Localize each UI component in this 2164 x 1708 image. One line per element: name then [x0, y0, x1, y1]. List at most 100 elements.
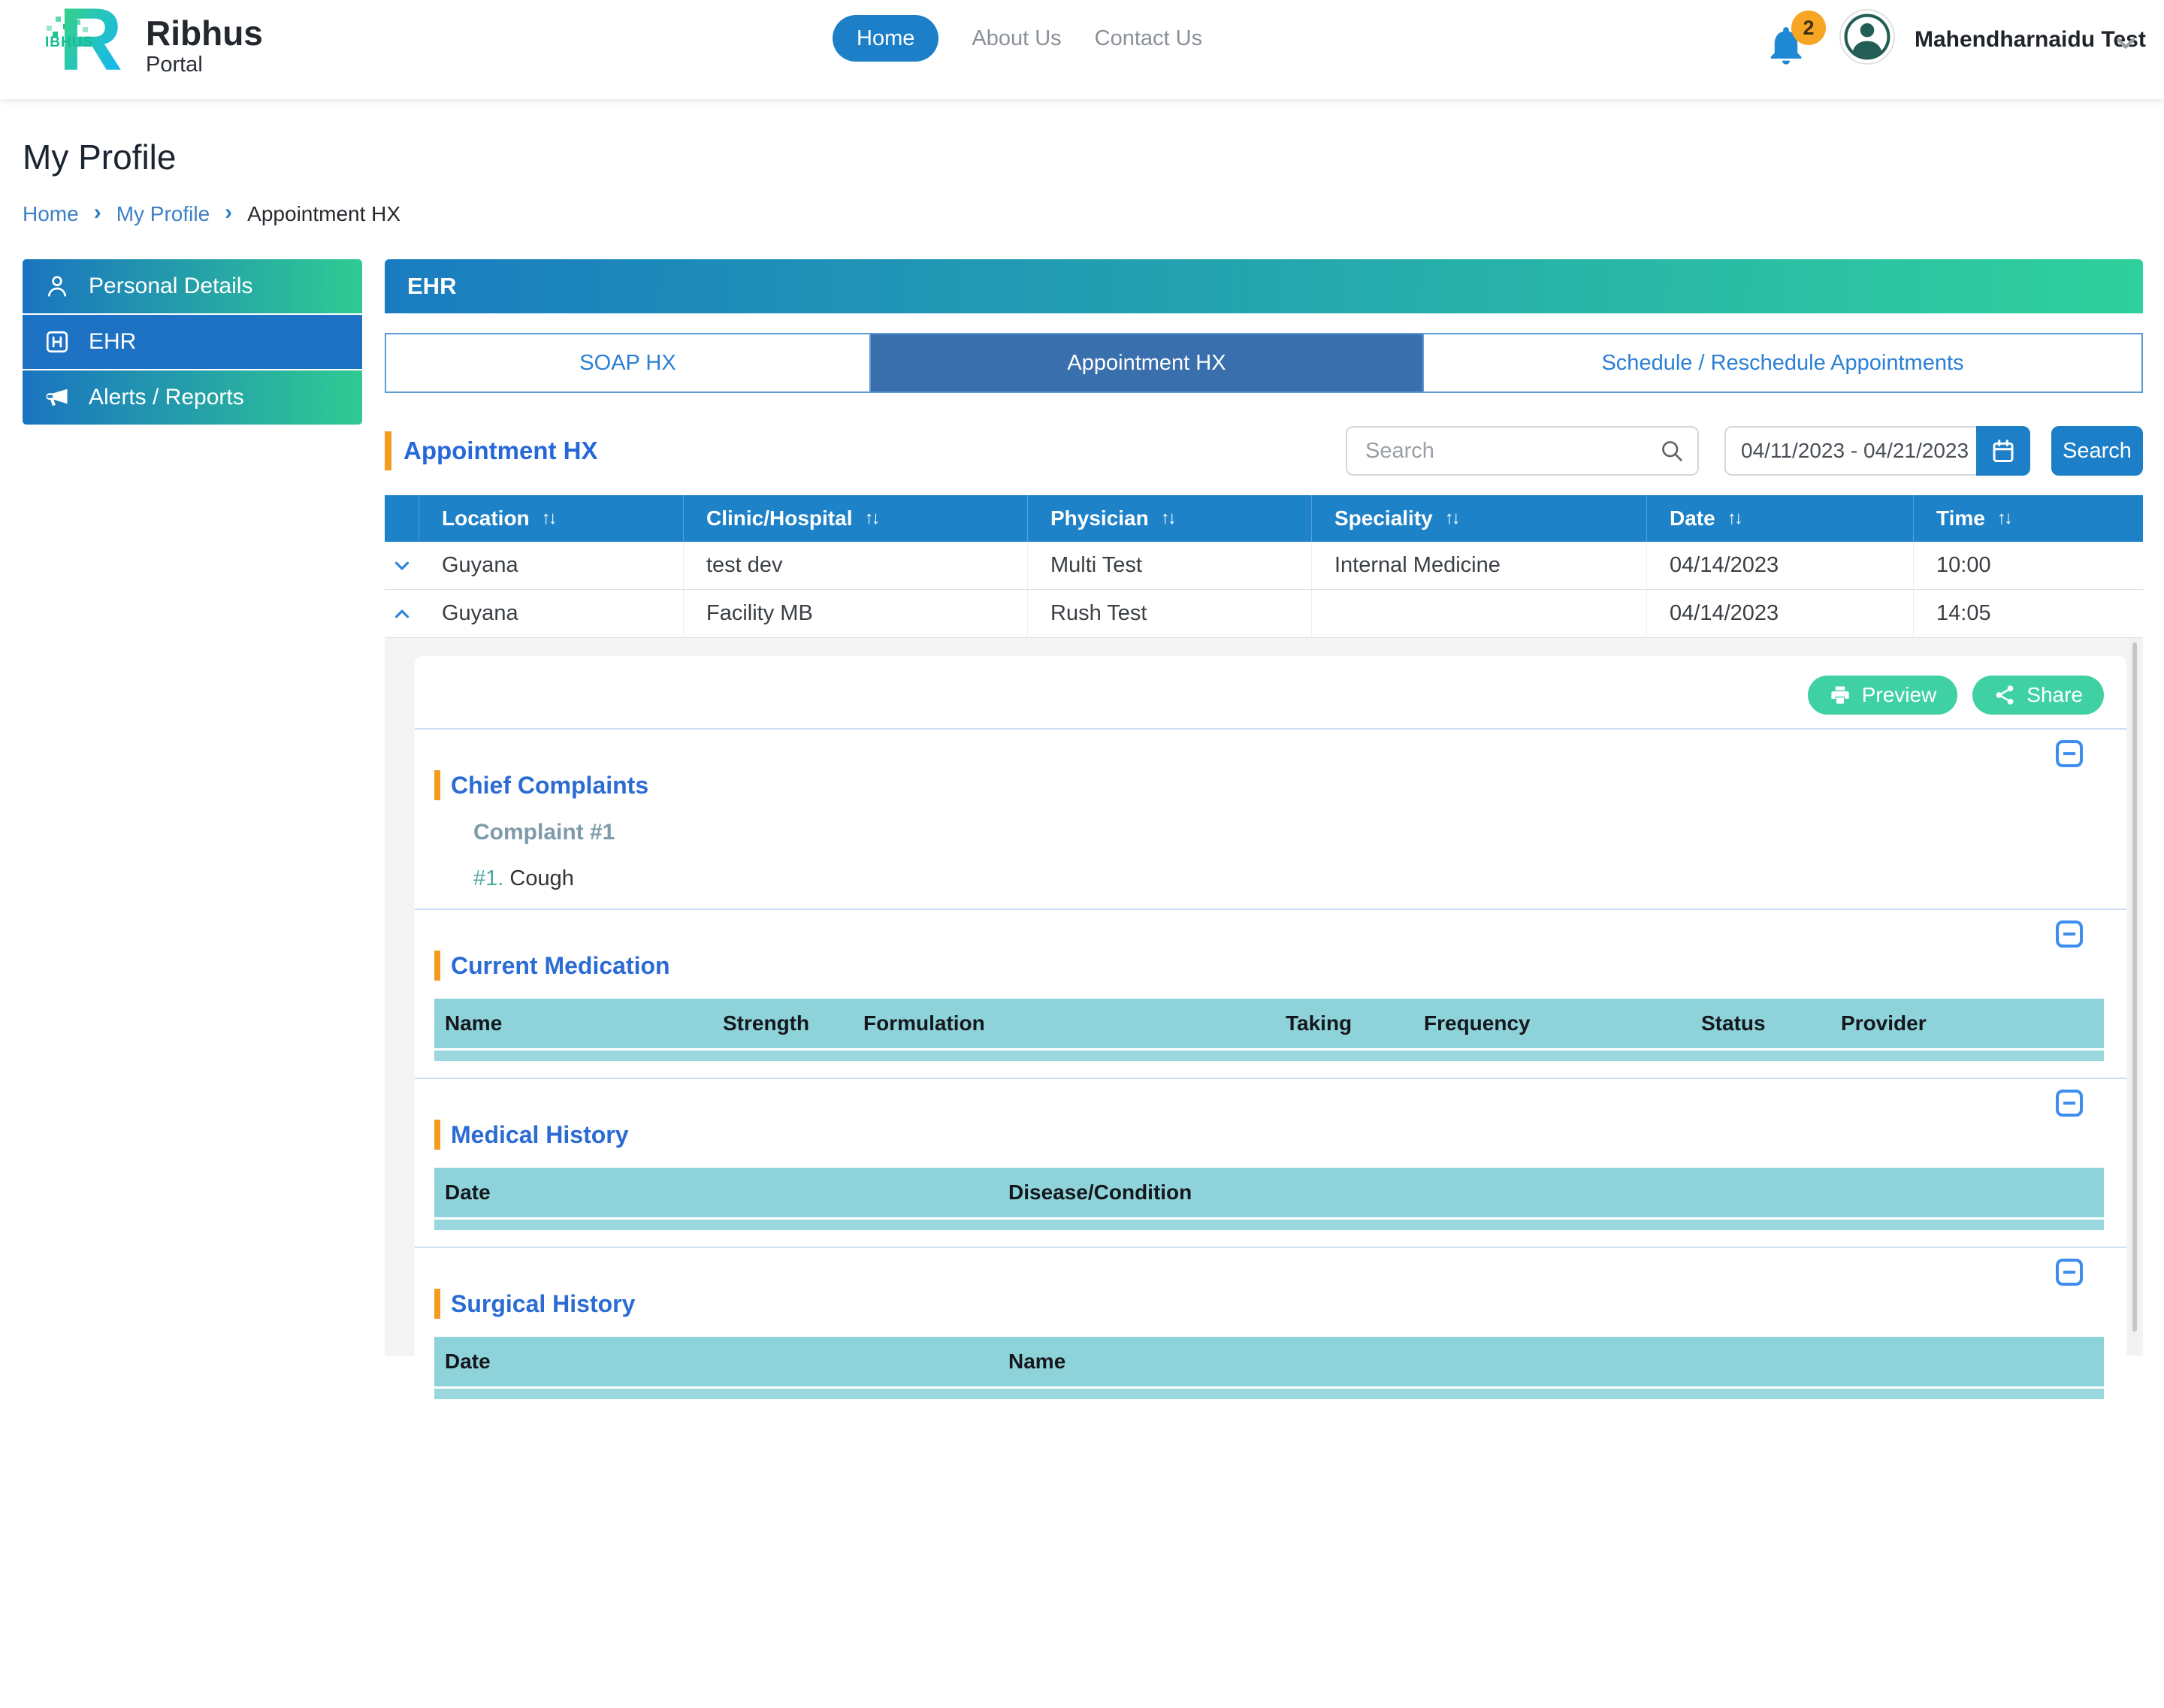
chevron-down-icon[interactable] — [2113, 30, 2138, 56]
col-date: Date — [434, 1180, 998, 1205]
table-row: Guyana test dev Multi Test Internal Medi… — [385, 542, 2143, 590]
surgical-history-table-header: Date Name — [434, 1337, 2104, 1386]
appointments-table-header: Location ↑↓ Clinic/Hospital ↑↓ Physician… — [385, 495, 2143, 542]
scrollbar-thumb[interactable] — [2132, 642, 2137, 1332]
nav-about-us[interactable]: About Us — [972, 26, 1061, 51]
cell-clinic: Facility MB — [684, 590, 1028, 637]
sidebar-item-label: Alerts / Reports — [89, 385, 244, 410]
preview-label: Preview — [1862, 683, 1937, 707]
minus-square-icon[interactable] — [2056, 921, 2083, 948]
search-button[interactable]: Search — [2051, 426, 2143, 476]
avatar-icon — [1844, 14, 1890, 60]
notifications-button[interactable]: 2 — [1764, 14, 1817, 74]
detail-actions: Preview Share — [434, 676, 2104, 715]
sort-arrows-icon: ↑↓ — [1997, 509, 2011, 528]
row-expand-toggle[interactable] — [385, 542, 419, 589]
column-label: Speciality — [1334, 506, 1433, 531]
profile-sidebar: Personal Details EHR Alerts / Reports — [23, 259, 362, 426]
chief-complaints-section: Chief Complaints Complaint #1 #1. Cough — [434, 730, 2104, 892]
medical-history-section: Medical History Date Disease/Condition — [434, 1079, 2104, 1230]
sort-arrows-icon: ↑↓ — [1161, 509, 1174, 528]
ehr-panel-header: EHR — [385, 259, 2143, 313]
user-avatar[interactable] — [1839, 9, 1895, 65]
sort-arrows-icon: ↑↓ — [864, 509, 878, 528]
minus-square-icon[interactable] — [2056, 740, 2083, 767]
magnifier-icon[interactable] — [1658, 437, 1685, 464]
share-label: Share — [2026, 683, 2083, 707]
tab-appointment-hx[interactable]: Appointment HX — [869, 334, 1422, 391]
current-medication-title: Current Medication — [434, 951, 2104, 981]
column-label: Time — [1936, 506, 1985, 531]
brand-text: Ribhus Portal — [146, 6, 263, 77]
column-header-date[interactable]: Date ↑↓ — [1647, 495, 1914, 542]
tab-schedule-reschedule[interactable]: Schedule / Reschedule Appointments — [1422, 334, 2141, 391]
tab-soap-hx[interactable]: SOAP HX — [386, 334, 869, 391]
col-frequency: Frequency — [1413, 1011, 1691, 1035]
cell-time: 10:00 — [1914, 542, 2143, 589]
main-nav: Home About Us Contact Us — [833, 15, 1202, 62]
minus-square-icon[interactable] — [2056, 1259, 2083, 1286]
cell-time: 14:05 — [1914, 590, 2143, 637]
notification-count-badge: 2 — [1791, 11, 1826, 45]
expand-column-header — [385, 495, 419, 542]
empty-history-row — [434, 1220, 2104, 1230]
printer-icon — [1829, 684, 1851, 706]
sidebar-item-ehr[interactable]: EHR — [23, 315, 362, 369]
surgical-history-title: Surgical History — [434, 1289, 2104, 1319]
col-strength: Strength — [712, 1011, 853, 1035]
detail-scrollbar[interactable] — [2129, 638, 2140, 1356]
nav-home[interactable]: Home — [833, 15, 938, 62]
complaint-item: #1. Cough — [473, 866, 2104, 892]
column-header-location[interactable]: Location ↑↓ — [419, 495, 684, 542]
cell-location: Guyana — [419, 590, 684, 637]
preview-button[interactable]: Preview — [1808, 676, 1958, 715]
col-taking: Taking — [1275, 1011, 1413, 1035]
row-collapse-toggle[interactable] — [385, 590, 419, 637]
brand-subtitle: Portal — [146, 53, 263, 77]
sidebar-item-personal-details[interactable]: Personal Details — [23, 259, 362, 313]
sidebar-item-label: EHR — [89, 329, 136, 355]
column-header-time[interactable]: Time ↑↓ — [1914, 495, 2143, 542]
medication-table-header: Name Strength Formulation Taking Frequen… — [434, 999, 2104, 1048]
column-label: Location — [442, 506, 530, 531]
col-date: Date — [434, 1350, 998, 1374]
chevron-up-icon — [391, 603, 413, 625]
complaint-label: Complaint #1 — [473, 820, 2104, 845]
date-range-group — [1724, 426, 2030, 476]
column-label: Clinic/Hospital — [706, 506, 852, 531]
breadcrumb-home[interactable]: Home — [23, 202, 79, 226]
col-formulation: Formulation — [853, 1011, 1275, 1035]
breadcrumb-my-profile[interactable]: My Profile — [116, 202, 210, 226]
cell-speciality: Internal Medicine — [1312, 542, 1647, 589]
minus-square-icon[interactable] — [2056, 1090, 2083, 1117]
cell-date: 04/14/2023 — [1647, 542, 1914, 589]
column-label: Physician — [1050, 506, 1149, 531]
calendar-icon — [1990, 437, 2017, 464]
cell-clinic: test dev — [684, 542, 1028, 589]
megaphone-icon — [44, 384, 71, 411]
chevron-down-icon — [391, 555, 413, 577]
sidebar-item-alerts-reports[interactable]: Alerts / Reports — [23, 370, 362, 425]
chief-complaints-title: Chief Complaints — [434, 770, 2104, 800]
column-header-speciality[interactable]: Speciality ↑↓ — [1312, 495, 1647, 542]
medical-history-title: Medical History — [434, 1120, 2104, 1150]
col-status: Status — [1691, 1011, 1830, 1035]
nav-contact-us[interactable]: Contact Us — [1095, 26, 1202, 51]
user-name[interactable]: Mahendharnaidu Test — [1915, 27, 2146, 53]
column-header-physician[interactable]: Physician ↑↓ — [1028, 495, 1312, 542]
search-box — [1346, 426, 1699, 476]
brand-logo[interactable]: R IBHUS Ribhus Portal — [39, 6, 263, 90]
share-button[interactable]: Share — [1972, 676, 2104, 715]
share-icon — [1993, 684, 2016, 706]
chevron-right-icon: › — [94, 200, 101, 225]
breadcrumb-current: Appointment HX — [247, 202, 400, 226]
sort-arrows-icon: ↑↓ — [1445, 509, 1458, 528]
date-range-input[interactable] — [1724, 426, 1976, 476]
page: R IBHUS Ribhus Portal Home About Us Cont… — [0, 0, 2164, 1353]
calendar-button[interactable] — [1976, 426, 2030, 476]
breadcrumb: Home › My Profile › Appointment HX — [23, 201, 400, 227]
search-input[interactable] — [1346, 426, 1699, 476]
column-header-clinic-hospital[interactable]: Clinic/Hospital ↑↓ — [684, 495, 1028, 542]
ehr-panel: EHR SOAP HX Appointment HX Schedule / Re… — [385, 259, 2143, 1356]
brand-title: Ribhus — [146, 15, 263, 51]
